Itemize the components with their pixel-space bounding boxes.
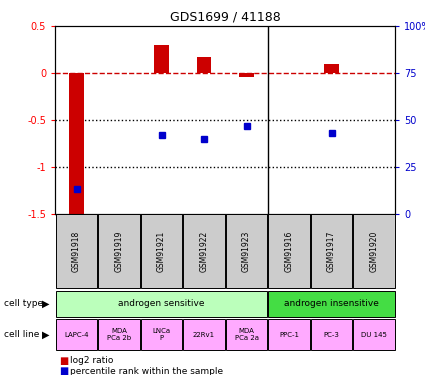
Text: percentile rank within the sample: percentile rank within the sample [70, 367, 223, 375]
Text: GSM91919: GSM91919 [114, 231, 124, 272]
Text: MDA
PCa 2b: MDA PCa 2b [107, 328, 131, 341]
Text: cell type: cell type [4, 299, 43, 308]
Text: GSM91922: GSM91922 [199, 231, 209, 272]
Bar [69, 73, 84, 216]
Text: ■: ■ [60, 366, 69, 375]
Text: DU 145: DU 145 [361, 332, 387, 338]
Title: GDS1699 / 41188: GDS1699 / 41188 [170, 11, 280, 24]
Text: MDA
PCa 2a: MDA PCa 2a [235, 328, 258, 341]
Bar [154, 45, 169, 73]
Text: androgen sensitive: androgen sensitive [118, 299, 205, 308]
Text: ■: ■ [60, 356, 69, 366]
Text: cell line: cell line [4, 330, 40, 339]
Bar [196, 57, 211, 73]
Text: LAPC-4: LAPC-4 [64, 332, 89, 338]
Text: PPC-1: PPC-1 [279, 332, 299, 338]
Text: log2 ratio: log2 ratio [70, 356, 113, 365]
Text: ▶: ▶ [42, 299, 50, 309]
Bar [324, 64, 339, 73]
Text: androgen insensitive: androgen insensitive [284, 299, 379, 308]
Text: LNCa
P: LNCa P [153, 328, 170, 341]
Text: GSM91917: GSM91917 [327, 231, 336, 272]
Text: GSM91923: GSM91923 [242, 231, 251, 272]
Text: PC-3: PC-3 [323, 332, 340, 338]
Bar [239, 73, 254, 77]
Text: GSM91918: GSM91918 [72, 231, 81, 272]
Text: 22Rv1: 22Rv1 [193, 332, 215, 338]
Text: GSM91920: GSM91920 [369, 231, 379, 272]
Text: GSM91916: GSM91916 [284, 231, 294, 272]
Text: ▶: ▶ [42, 330, 50, 340]
Text: GSM91921: GSM91921 [157, 231, 166, 272]
